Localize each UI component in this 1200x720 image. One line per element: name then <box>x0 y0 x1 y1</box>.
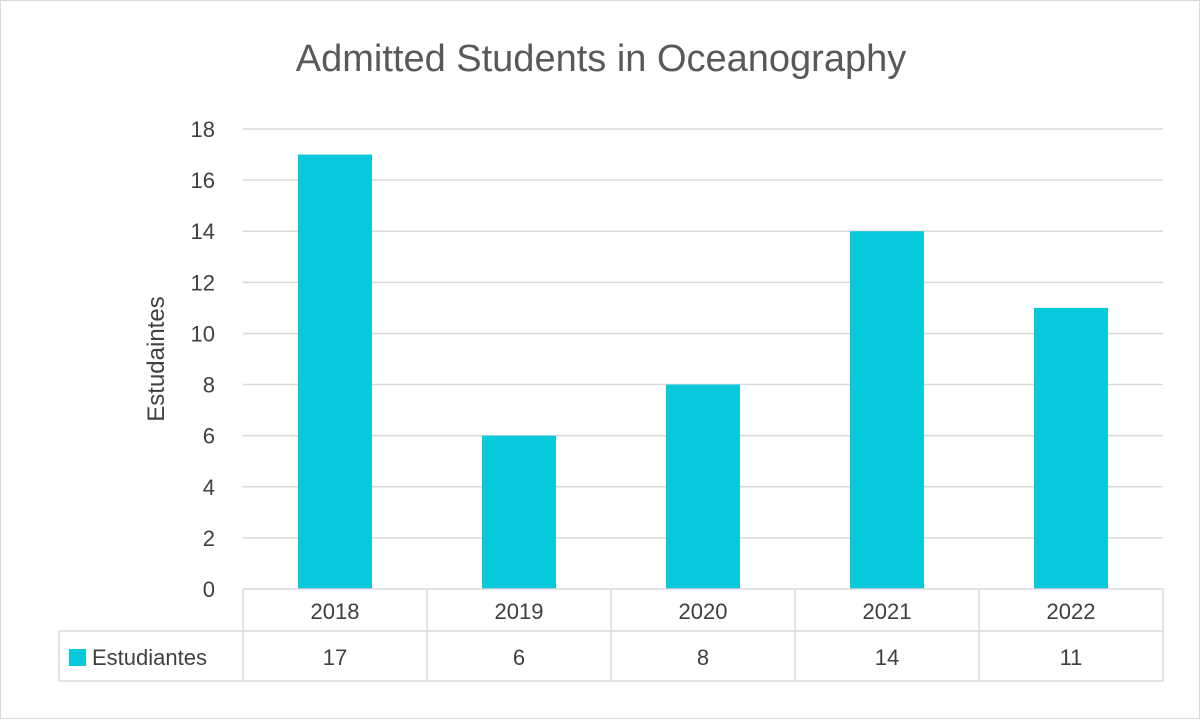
y-axis-ticks: 0 2 4 6 8 10 12 14 16 18 <box>191 117 215 602</box>
y-tick-label: 8 <box>203 373 215 398</box>
data-table: 2018 17 2019 6 2020 8 2021 14 2022 11 Estudiantes <box>58 588 1164 682</box>
data-table-value: 17 <box>323 645 347 670</box>
x-category-label: 2018 <box>311 599 360 624</box>
bar <box>298 154 372 590</box>
x-category-label: 2022 <box>1047 599 1096 624</box>
bars <box>298 154 1108 590</box>
gridlines <box>243 128 1163 539</box>
data-table-value: 11 <box>1060 645 1083 670</box>
chart-title: Admitted Students in Oceanography <box>296 38 907 80</box>
y-tick-label: 4 <box>203 475 215 500</box>
legend-swatch <box>69 649 86 666</box>
legend-series-name: Estudiantes <box>92 645 207 670</box>
y-tick-label: 18 <box>191 117 215 142</box>
bar <box>666 384 740 589</box>
bar <box>850 231 924 589</box>
data-table-value: 6 <box>513 645 525 670</box>
x-category-label: 2021 <box>863 599 912 624</box>
y-tick-label: 6 <box>203 424 215 449</box>
y-tick-label: 2 <box>203 526 215 551</box>
y-tick-label: 0 <box>203 577 215 602</box>
bar <box>482 435 556 589</box>
y-tick-label: 12 <box>191 270 215 295</box>
y-axis-title: Estudaintes <box>143 296 170 421</box>
data-table-value: 14 <box>875 645 899 670</box>
x-category-label: 2020 <box>679 599 728 624</box>
bar <box>1034 307 1108 589</box>
y-tick-label: 16 <box>191 168 215 193</box>
y-tick-label: 14 <box>191 219 215 244</box>
data-table-value: 8 <box>697 645 709 670</box>
y-tick-label: 10 <box>191 321 215 346</box>
x-category-label: 2019 <box>495 599 544 624</box>
